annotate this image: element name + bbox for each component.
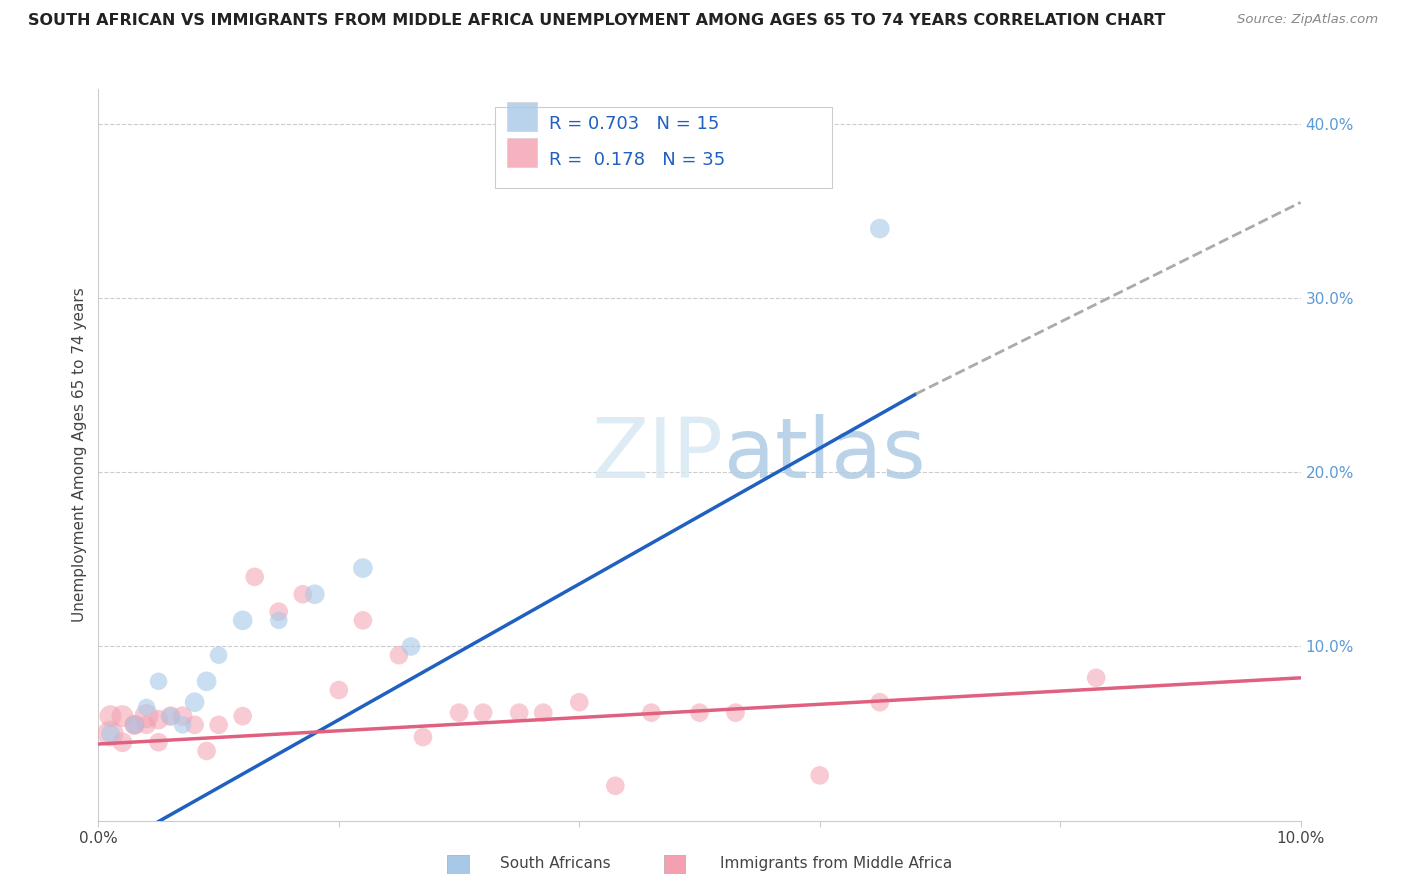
Point: [808, 768, 831, 782]
Text: ZIP: ZIP: [592, 415, 724, 495]
Text: Immigrants from Middle Africa: Immigrants from Middle Africa: [720, 856, 953, 871]
Text: R = 0.703   N = 15: R = 0.703 N = 15: [550, 115, 720, 133]
Point: [689, 706, 711, 720]
Point: [183, 718, 205, 732]
Point: [291, 587, 314, 601]
Point: [111, 735, 134, 749]
Bar: [508, 138, 537, 168]
Point: [124, 718, 146, 732]
Point: [124, 718, 146, 732]
Point: [159, 709, 181, 723]
Point: [1085, 671, 1108, 685]
Point: [412, 730, 434, 744]
Point: [100, 709, 122, 723]
Point: [100, 726, 122, 740]
Point: [159, 709, 181, 723]
Point: [243, 570, 266, 584]
Point: [304, 587, 326, 601]
Point: [172, 709, 194, 723]
Point: [447, 706, 470, 720]
Point: [640, 706, 662, 720]
Point: [724, 706, 747, 720]
Point: [232, 613, 254, 627]
Point: [124, 718, 146, 732]
Point: [172, 718, 194, 732]
Point: [472, 706, 495, 720]
Point: [869, 695, 891, 709]
Point: [568, 695, 591, 709]
Point: [148, 735, 170, 749]
Point: [508, 706, 530, 720]
Point: [183, 695, 205, 709]
Point: [605, 779, 627, 793]
Point: [232, 709, 254, 723]
Point: [100, 726, 122, 740]
Point: [352, 613, 374, 627]
Point: [208, 648, 231, 663]
Point: [869, 221, 891, 235]
Text: South Africans: South Africans: [501, 856, 610, 871]
Point: [195, 744, 218, 758]
Point: [195, 674, 218, 689]
Point: [267, 605, 290, 619]
Text: SOUTH AFRICAN VS IMMIGRANTS FROM MIDDLE AFRICA UNEMPLOYMENT AMONG AGES 65 TO 74 : SOUTH AFRICAN VS IMMIGRANTS FROM MIDDLE …: [28, 13, 1166, 29]
Point: [328, 683, 350, 698]
Point: [135, 718, 157, 732]
Point: [531, 706, 554, 720]
Point: [111, 709, 134, 723]
Text: R =  0.178   N = 35: R = 0.178 N = 35: [550, 152, 725, 169]
Point: [399, 640, 422, 654]
Point: [388, 648, 411, 663]
Bar: [508, 102, 537, 131]
Point: [135, 700, 157, 714]
Point: [352, 561, 374, 575]
Point: [135, 709, 157, 723]
Point: [208, 718, 231, 732]
Point: [148, 713, 170, 727]
Point: [267, 613, 290, 627]
FancyBboxPatch shape: [495, 108, 832, 188]
Text: Source: ZipAtlas.com: Source: ZipAtlas.com: [1237, 13, 1378, 27]
Y-axis label: Unemployment Among Ages 65 to 74 years: Unemployment Among Ages 65 to 74 years: [72, 287, 87, 623]
Text: atlas: atlas: [724, 415, 925, 495]
Point: [148, 674, 170, 689]
